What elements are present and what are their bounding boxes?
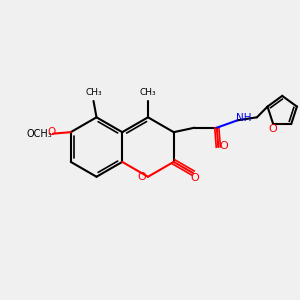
Text: CH₃: CH₃ bbox=[85, 88, 102, 98]
Text: O: O bbox=[137, 172, 146, 182]
Text: OCH₃: OCH₃ bbox=[27, 129, 52, 139]
Text: CH₃: CH₃ bbox=[140, 88, 156, 98]
Text: O: O bbox=[219, 140, 228, 151]
Text: O: O bbox=[47, 127, 56, 137]
Text: O: O bbox=[190, 173, 199, 183]
Text: NH: NH bbox=[236, 113, 252, 123]
Text: O: O bbox=[268, 124, 277, 134]
